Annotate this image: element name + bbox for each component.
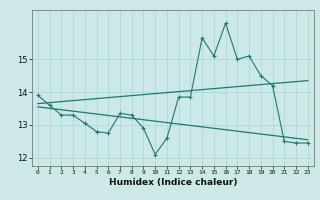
- X-axis label: Humidex (Indice chaleur): Humidex (Indice chaleur): [108, 178, 237, 187]
